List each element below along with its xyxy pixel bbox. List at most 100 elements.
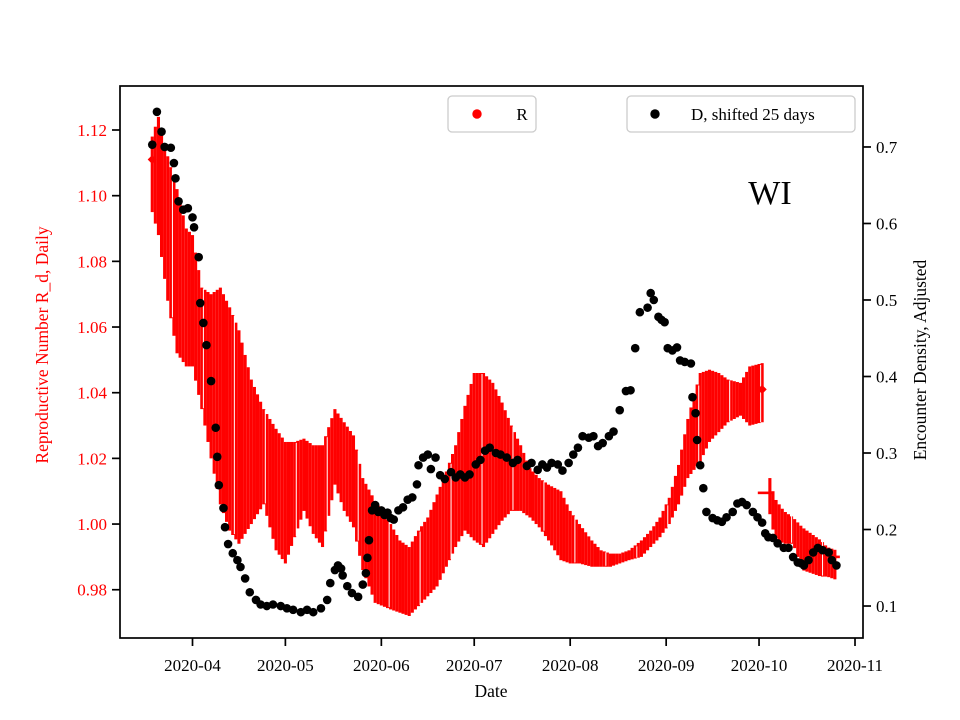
r-point-marker (757, 384, 767, 395)
r-errorbar (153, 126, 157, 224)
r-errorbar (438, 486, 442, 580)
r-errorbar (265, 414, 269, 516)
d-scatter-dot (389, 515, 399, 524)
d-scatter-dot (784, 543, 793, 553)
x-tick-label: 2020-05 (257, 656, 314, 675)
left-y-tick-label: 0.98 (77, 581, 107, 600)
d-scatter-dot (171, 174, 180, 183)
r-errorbar (553, 487, 557, 551)
d-scatter-dot (363, 553, 372, 563)
r-errorbar (658, 517, 662, 538)
x-tick-label: 2020-09 (638, 656, 695, 675)
r-errorbar (370, 495, 374, 595)
r-errorbar (246, 367, 250, 529)
r-errorbar (262, 409, 266, 505)
r-errorbar (522, 452, 526, 514)
r-errorbar (215, 289, 219, 490)
d-scatter-dot (188, 213, 197, 222)
d-scatter-dot (206, 376, 216, 386)
d-scatter-dot (236, 562, 245, 572)
plot-border (119, 85, 864, 639)
r-errorbar (550, 486, 554, 546)
r-errorbar (351, 435, 356, 528)
r-errorbar (783, 512, 787, 544)
r-errorbar (509, 425, 513, 511)
r-errorbar (308, 443, 312, 527)
r-errorbar (454, 445, 458, 548)
r-errorbar (348, 431, 352, 522)
d-scatter-dot (635, 307, 645, 317)
r-errorbar (735, 382, 739, 418)
r-errorbar (627, 550, 631, 561)
d-scatter-dot (398, 503, 408, 512)
r-errorbar (639, 540, 643, 557)
r-errorbar (531, 471, 535, 521)
r-errorbar (184, 228, 188, 367)
r-errorbar (181, 215, 185, 363)
r-errorbar (630, 547, 634, 560)
d-scatter-dot (228, 548, 238, 558)
right-y-tick-label: 0.6 (876, 214, 897, 233)
r-errorbar (466, 394, 470, 534)
r-errorbar (200, 287, 204, 410)
r-errorbar (339, 417, 343, 503)
d-scatter-dot (219, 503, 228, 513)
r-errorbar (209, 294, 213, 459)
r-errorbar (562, 497, 566, 562)
d-scatter-dot (672, 343, 682, 352)
d-scatter-dot (728, 507, 738, 517)
r-errorbar (361, 478, 365, 571)
d-scatter-dot (742, 500, 751, 510)
d-scatter-dot (564, 458, 573, 468)
d-scatter-dot (615, 405, 625, 415)
r-errorbar (698, 373, 702, 462)
d-scatter-dot (189, 223, 199, 232)
d-scatter-dot (202, 340, 211, 350)
r-errorbar (677, 464, 681, 505)
r-errorbar (516, 438, 520, 511)
r-errorbar (197, 270, 201, 395)
r-errorbar (714, 371, 718, 436)
d-scatter-dot (308, 607, 318, 617)
r-errorbar (249, 379, 253, 525)
legend-r-marker-icon (472, 109, 482, 119)
r-errorbar (571, 515, 575, 564)
r-errorbar (720, 375, 724, 429)
d-scatter-dot (342, 581, 352, 591)
r-errorbar (444, 471, 448, 567)
r-errorbar (574, 519, 578, 564)
r-errorbar (786, 514, 791, 544)
d-scatter-dot (211, 423, 221, 433)
r-errorbar (218, 287, 222, 505)
r-errorbar (259, 401, 263, 510)
left-y-tick-label: 1.00 (77, 515, 107, 534)
r-errorbar (392, 529, 396, 611)
x-tick-label: 2020-10 (731, 656, 788, 675)
r-errorbar (441, 479, 445, 574)
d-scatter-dot (688, 392, 697, 402)
d-scatter-dot (361, 568, 371, 578)
r-errorbar (271, 423, 275, 539)
r-errorbar (742, 377, 746, 419)
r-errorbar (568, 510, 572, 564)
r-errorbar (664, 504, 668, 529)
d-scatter-dot (465, 470, 474, 479)
d-scatter-dot (408, 493, 417, 502)
d-scatter-dot (431, 453, 440, 462)
r-errorbar (426, 517, 430, 597)
r-errorbar (757, 363, 761, 424)
r-errorbar (732, 381, 736, 419)
r-errorbar (537, 478, 541, 528)
r-errorbar (404, 544, 408, 615)
d-scatter-dot (288, 605, 298, 615)
d-scatter-dot (268, 600, 278, 609)
left-y-tick-label: 1.10 (77, 187, 107, 206)
r-errorbar (680, 449, 684, 496)
r-errorbar (252, 386, 256, 520)
r-errorbar (642, 537, 647, 554)
legend-d-label: D, shifted 25 days (691, 105, 815, 124)
legend-d-box (626, 95, 856, 133)
d-scatter-dot (195, 298, 205, 308)
r-errorbar (689, 407, 693, 474)
r-errorbar (590, 540, 594, 567)
